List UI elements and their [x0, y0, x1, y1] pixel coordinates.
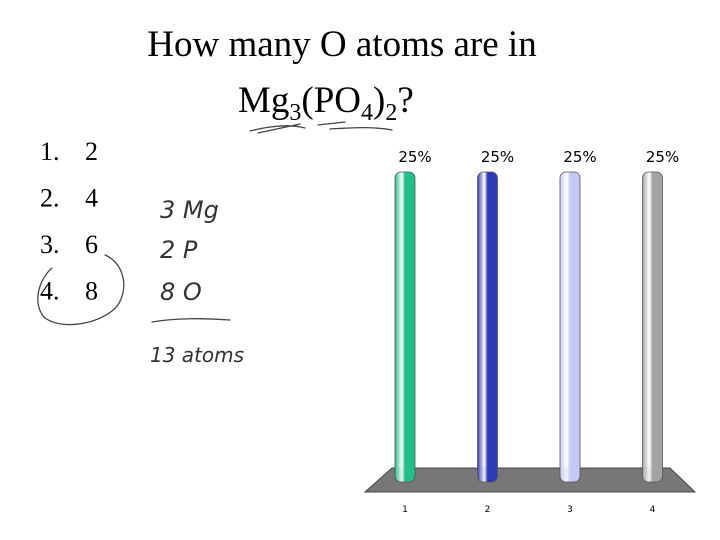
- answer-circle: [37, 254, 125, 326]
- formula-subscript: 3: [289, 100, 301, 126]
- handwritten-note: 8 O: [160, 278, 202, 306]
- choice-number: 1.: [40, 137, 60, 166]
- choice-number: 3.: [40, 230, 60, 259]
- handwritten-note: 13 atoms: [150, 343, 244, 367]
- formula-part: Mg: [238, 80, 289, 121]
- value-label: 25%: [563, 148, 596, 166]
- bar: [394, 171, 416, 483]
- choice-text: 2: [85, 137, 98, 166]
- choice-text: 4: [85, 184, 98, 213]
- formula-subscript: 4: [361, 100, 373, 126]
- formula-part: ): [373, 80, 385, 121]
- sum-line: [151, 318, 231, 323]
- title: How many O atoms are in: [147, 24, 536, 65]
- x-tick-label: 3: [567, 505, 573, 515]
- handwritten-note: 2 P: [160, 236, 198, 264]
- bar: [477, 171, 498, 483]
- formula-part: ?: [397, 80, 413, 121]
- x-tick-label: 2: [485, 505, 491, 515]
- formula-part: (PO: [301, 80, 361, 121]
- bar: [642, 171, 663, 483]
- value-label: 25%: [481, 148, 514, 166]
- value-label: 25%: [646, 148, 679, 166]
- x-tick-label: 4: [650, 505, 656, 515]
- bar: [559, 171, 581, 483]
- underline-scribble: [249, 121, 393, 134]
- choice-number: 2.: [40, 184, 60, 213]
- value-label: 25%: [398, 148, 431, 166]
- formula-subscript: 2: [385, 100, 397, 126]
- choice-number: 4.: [40, 277, 60, 306]
- choice-text: 6: [85, 230, 98, 259]
- handwritten-note: 3 Mg: [160, 196, 219, 224]
- formula: Mg3(PO4)2?: [238, 80, 414, 126]
- x-tick-label: 1: [402, 505, 408, 515]
- choice-text: 8: [85, 277, 98, 306]
